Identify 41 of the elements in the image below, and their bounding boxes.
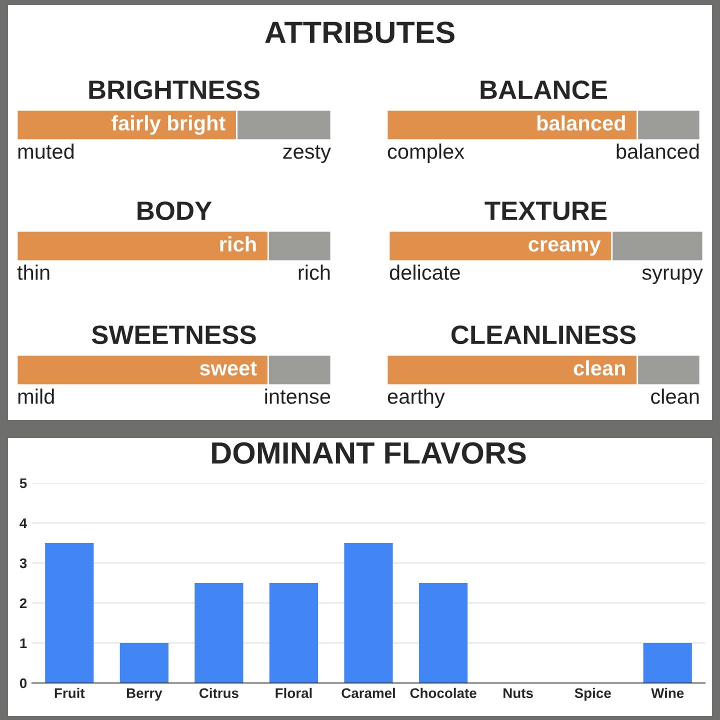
- y-tick-label: 2: [20, 598, 27, 608]
- x-tick-label: Nuts: [504, 688, 533, 698]
- chart-title: BODY: [138, 201, 212, 220]
- annotation: balanced: [537, 115, 625, 131]
- text: delicate: [390, 264, 460, 280]
- text: zesty: [283, 145, 331, 164]
- annotation: clean: [574, 360, 626, 376]
- annotation: rich: [220, 236, 256, 252]
- annotation: creamy: [528, 240, 601, 256]
- x-tick-label: Spice: [574, 688, 611, 701]
- y-tick-label: 0: [20, 678, 27, 688]
- y-tick-label: 1: [20, 638, 27, 648]
- annotation: sweet: [200, 362, 257, 376]
- chart-title: BALANCE: [480, 80, 607, 100]
- chart-title: TEXTURE: [484, 202, 607, 220]
- text: ATTRIBUTES: [265, 22, 454, 44]
- x-tick-label: Fruit: [54, 688, 85, 698]
- chart-title: DOMINANT FLAVORS: [212, 442, 526, 464]
- x-tick-label: Caramel: [342, 688, 395, 698]
- text: mild: [18, 388, 54, 404]
- y-tick-label: 5: [20, 478, 27, 488]
- chart-title: SWEETNESS: [92, 325, 256, 344]
- annotation: fairly bright: [111, 115, 226, 135]
- text: earthy: [388, 388, 445, 408]
- x-tick-label: Chocolate: [410, 688, 476, 698]
- y-tick-label: 4: [20, 518, 28, 528]
- text: complex: [388, 144, 464, 164]
- x-tick-label: Citrus: [199, 688, 238, 698]
- x-tick-label: Berry: [126, 688, 162, 701]
- text: clean: [651, 388, 699, 404]
- y-tick-label: 3: [20, 558, 27, 568]
- x-tick-label: Floral: [276, 688, 312, 698]
- text: syrupy: [642, 268, 703, 284]
- chart-title: BRIGHTNESS: [89, 80, 260, 100]
- x-tick-label: Wine: [651, 688, 684, 698]
- chart-title: CLEANLINESS: [451, 325, 636, 344]
- text: rich: [298, 264, 330, 280]
- text: thin: [17, 264, 50, 280]
- text: balanced: [616, 144, 699, 159]
- text: intense: [265, 388, 330, 404]
- text: muted: [18, 144, 74, 159]
